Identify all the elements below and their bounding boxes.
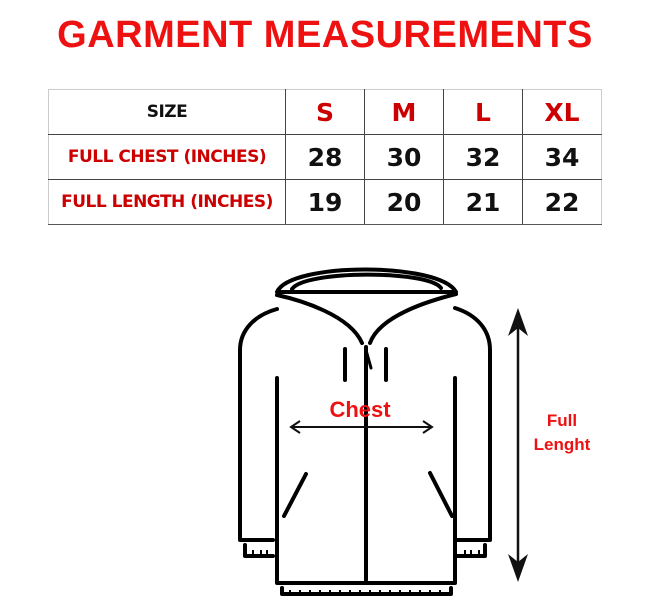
cell: 30 bbox=[364, 134, 444, 180]
chest-label: Chest bbox=[329, 397, 391, 422]
header-size: SIZE bbox=[48, 89, 286, 135]
cell: 19 bbox=[285, 179, 365, 225]
hem-ribbing bbox=[252, 550, 480, 594]
chest-arrow-icon bbox=[289, 420, 434, 434]
length-arrow-icon bbox=[508, 308, 528, 582]
cell: 34 bbox=[522, 134, 602, 180]
table-row: FULL LENGTH (INCHES) 19 20 21 22 bbox=[48, 179, 602, 225]
cell: 32 bbox=[443, 134, 523, 180]
table-header-row: SIZE S M L XL bbox=[48, 89, 602, 135]
row-label: FULL LENGTH (INCHES) bbox=[48, 179, 286, 225]
row-label: FULL CHEST (INCHES) bbox=[48, 134, 286, 180]
cell: 21 bbox=[443, 179, 523, 225]
table-row: FULL CHEST (INCHES) 28 30 32 34 bbox=[48, 134, 602, 180]
cell: 20 bbox=[364, 179, 444, 225]
header-size-xl: XL bbox=[522, 89, 602, 135]
hoodie-icon bbox=[238, 267, 492, 596]
length-label-line1: Full bbox=[546, 411, 578, 430]
measurements-table: SIZE S M L XL FULL CHEST (INCHES) 28 30 … bbox=[48, 89, 602, 225]
header-size-s: S bbox=[285, 89, 365, 135]
cell: 22 bbox=[522, 179, 602, 225]
header-size-m: M bbox=[364, 89, 444, 135]
cell: 28 bbox=[285, 134, 365, 180]
page-title: GARMENT MEASUREMENTS bbox=[57, 14, 593, 56]
length-label-line2: Lenght bbox=[533, 435, 591, 454]
